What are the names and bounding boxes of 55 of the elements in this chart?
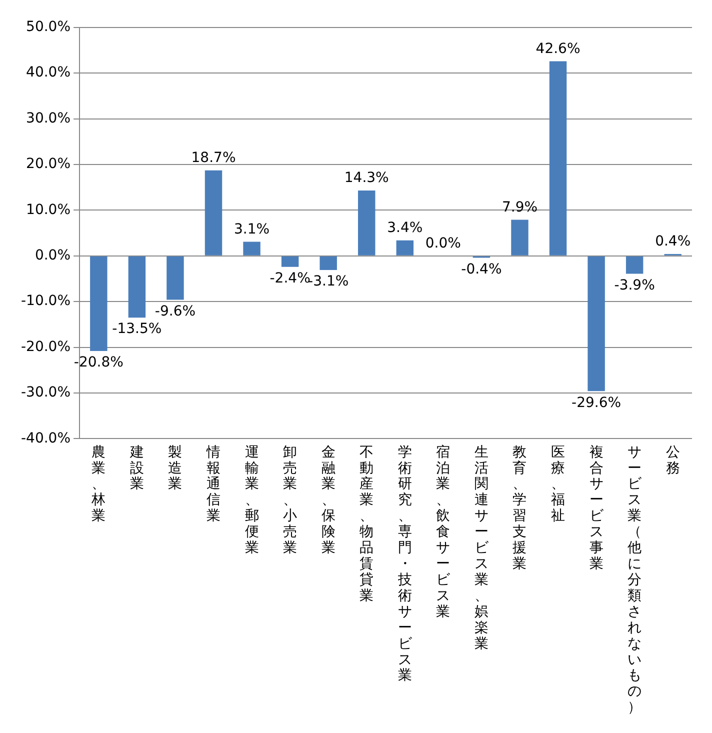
bar (358, 190, 376, 256)
y-tick-label: -10.0% (20, 293, 71, 310)
x-tick-label: 農業、林業 (90, 444, 106, 524)
y-tick-label: -20.0% (20, 338, 71, 355)
bar (511, 220, 528, 256)
x-tick-label: 運輸業、郵便業 (244, 444, 259, 556)
x-tick-label: 公務 (666, 444, 680, 476)
y-tick-label: 0.0% (34, 248, 71, 264)
data-label: 42.6% (536, 40, 580, 57)
bar (243, 242, 260, 256)
data-label: 0.0% (425, 236, 461, 252)
bar (549, 61, 567, 256)
data-label: 3.1% (234, 221, 270, 238)
category-label: サービス業（他に分類されないもの） (628, 444, 642, 716)
x-tick-label: 複合サービス事業 (589, 444, 604, 572)
bar (626, 256, 644, 274)
data-label: 7.9% (502, 199, 538, 216)
x-tick-label: 医療、福祉 (551, 444, 566, 524)
y-tick-label: 20.0% (26, 156, 71, 172)
bar (396, 240, 414, 256)
data-label: -9.6% (154, 303, 196, 320)
data-label: 0.4% (655, 234, 691, 250)
data-label: -20.8% (74, 354, 124, 371)
data-label: 3.4% (387, 220, 423, 236)
data-label: -3.1% (308, 274, 349, 290)
data-label: -13.5% (112, 321, 162, 338)
data-label: 14.3% (344, 170, 389, 186)
x-tick-label: 製造業 (168, 444, 182, 492)
bar (166, 256, 184, 300)
category-label: 宿泊業、飲食サービス業 (436, 444, 450, 620)
bar (320, 256, 337, 270)
x-tick-label: 金融業、保険業 (321, 444, 336, 556)
category-label: 学術研究、専門・技術サービス業 (398, 444, 412, 684)
bar (281, 256, 299, 267)
data-label: -3.9% (614, 277, 655, 294)
x-tick-label: 建設業 (128, 444, 144, 492)
bar (204, 170, 222, 256)
data-label: -0.4% (461, 261, 502, 278)
bar (90, 256, 108, 351)
y-tick-label: 50.0% (26, 19, 71, 36)
x-tick-label: 教育、学習支援業 (512, 444, 527, 572)
data-label: -29.6% (572, 394, 622, 411)
y-tick-label: 40.0% (26, 64, 71, 81)
category-label: 生活関連サービス業、娯楽業 (474, 444, 488, 652)
data-label: 18.7% (191, 150, 236, 166)
x-tick-label: 卸売業、小売業 (283, 444, 298, 556)
category-label: 不動産業、物品賃貸業 (360, 444, 374, 604)
y-tick-label: -30.0% (20, 384, 71, 401)
x-tick-label: 情報通信業 (206, 444, 221, 524)
y-tick-label: -40.0% (20, 430, 71, 446)
y-tick-label: 30.0% (26, 110, 71, 126)
bar (128, 256, 146, 318)
data-label: -2.4% (270, 270, 310, 286)
bar (588, 256, 605, 392)
y-tick-label: 10.0% (26, 202, 71, 218)
